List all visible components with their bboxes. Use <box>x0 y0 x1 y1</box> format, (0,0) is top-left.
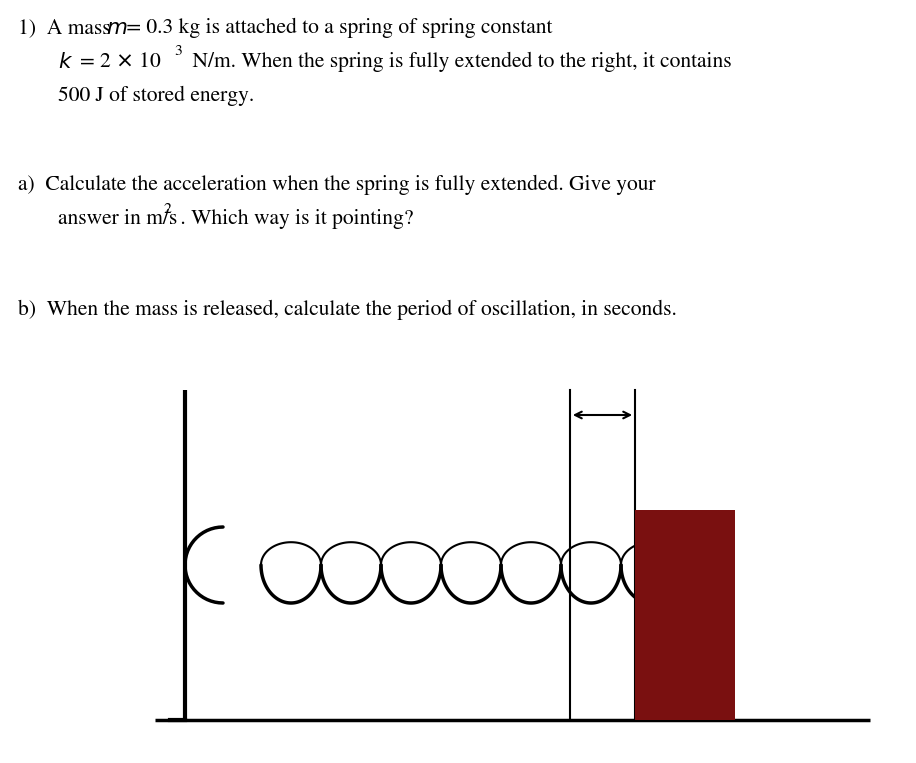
Text: $k$: $k$ <box>58 52 73 73</box>
Text: N/m. When the spring is fully extended to the right, it contains: N/m. When the spring is fully extended t… <box>187 52 732 72</box>
Text: 3: 3 <box>174 45 182 59</box>
Text: $m$: $m$ <box>106 18 127 39</box>
Text: . Which way is it pointing?: . Which way is it pointing? <box>175 209 413 229</box>
Text: 500 J of stored energy.: 500 J of stored energy. <box>58 86 255 106</box>
Text: = 0.3 kg is attached to a spring of spring constant: = 0.3 kg is attached to a spring of spri… <box>121 18 552 38</box>
Text: 2: 2 <box>163 203 171 217</box>
Text: 1)  A mass: 1) A mass <box>18 18 116 37</box>
Text: answer in m/s: answer in m/s <box>58 209 178 229</box>
Text: = 2 $\times$ 10: = 2 $\times$ 10 <box>74 52 162 72</box>
Text: b)  When the mass is released, calculate the period of oscillation, in seconds.: b) When the mass is released, calculate … <box>18 300 677 320</box>
Text: a)  Calculate the acceleration when the spring is fully extended. Give your: a) Calculate the acceleration when the s… <box>18 175 656 195</box>
Bar <box>635 510 735 720</box>
